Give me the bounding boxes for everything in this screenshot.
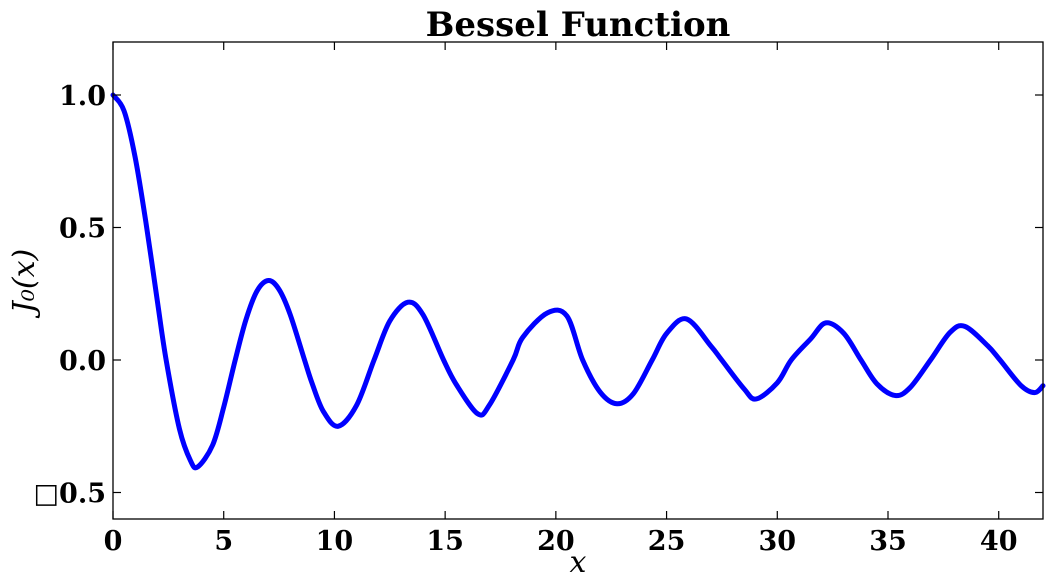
tick-labels: 0 5 10 15 20 25 30 35 40 □0.5 0.0 0.5 1.0 [34,81,1018,557]
x-tick-label: 25 [648,526,686,557]
x-tick-label: 5 [214,526,233,557]
x-tick-label: 40 [980,526,1018,557]
y-tick-label: 0.0 [59,346,106,377]
series-line [110,92,1046,471]
x-tick-label: 20 [537,526,575,557]
y-axis-label: J₀(x) [7,249,42,319]
y-tick-label: □0.5 [34,479,106,510]
x-tick-label: 0 [104,526,123,557]
x-tick-label: 30 [758,526,796,557]
x-tick-label: 10 [316,526,354,557]
x-tick-label: 15 [426,526,464,557]
x-axis-label: x [570,545,587,580]
y-tick-label: 0.5 [59,214,106,245]
plot-area [110,92,1046,471]
x-tick-label: 35 [869,526,907,557]
chart-title: Bessel Function [426,5,731,45]
plot-frame [112,41,1044,520]
y-tick-label: 1.0 [59,81,106,112]
